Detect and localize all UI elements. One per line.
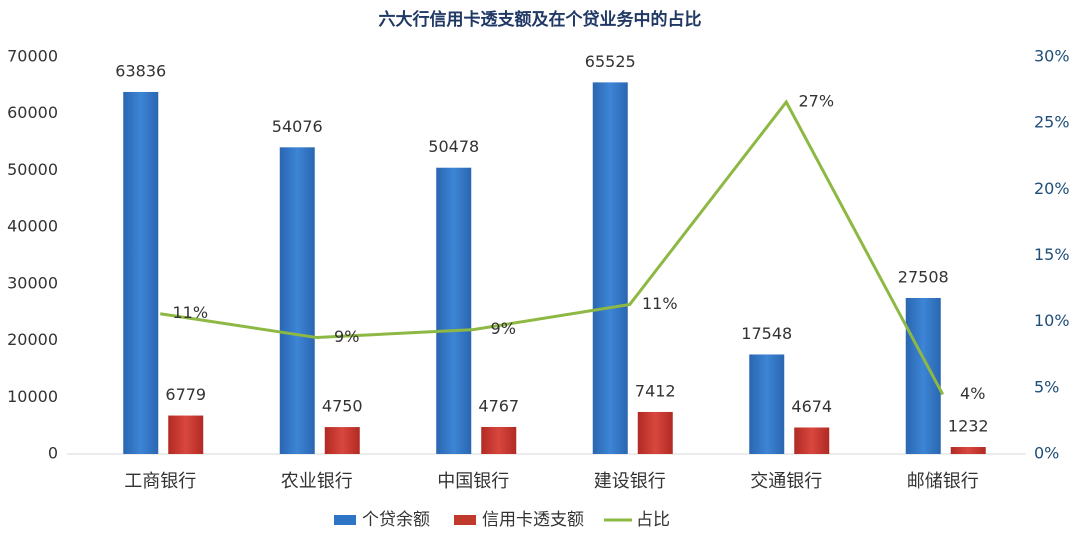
value-label: 11% [172,303,208,322]
value-label: 9% [491,319,516,338]
chart-title: 六大行信用卡透支额及在个贷业务中的占比 [379,9,702,30]
bar [436,167,472,454]
value-label: 9% [334,327,359,346]
value-label: 27508 [898,267,949,286]
x-tick-label: 建设银行 [594,471,666,492]
y2-tick-label: 30% [1034,47,1070,66]
bar [794,427,830,454]
y-tick-label: 50000 [7,160,58,179]
value-label: 4750 [322,397,363,416]
y2-tick-label: 25% [1034,113,1070,132]
value-label: 4674 [791,397,832,416]
bar [168,415,204,454]
value-label: 6779 [165,385,206,404]
y-tick-label: 10000 [7,387,58,406]
value-label: 11% [642,294,678,313]
value-label: 17548 [741,324,792,343]
y-tick-label: 70000 [7,47,58,66]
y-tick-label: 0 [48,444,58,463]
legend-swatch [454,515,476,525]
bar [749,354,785,454]
value-label: 4767 [478,396,519,415]
value-label: 27% [798,91,834,110]
y-tick-label: 20000 [7,330,58,349]
y2-tick-label: 0% [1034,444,1059,463]
value-label: 1232 [948,417,989,436]
x-tick-label: 邮储银行 [907,471,979,492]
y2-tick-label: 15% [1034,245,1070,264]
bar [592,82,628,455]
line [160,99,945,396]
y2-tick-label: 5% [1034,377,1059,396]
y2-tick-label: 10% [1034,311,1070,330]
legend-label: 信用卡透支额 [482,510,584,530]
y2-tick-label: 20% [1034,179,1070,198]
value-label: 50478 [428,137,479,156]
legend-label: 个贷余额 [362,510,430,530]
bar [279,147,315,454]
value-label: 54076 [272,117,323,136]
bar [905,297,941,454]
bar [123,91,159,455]
y-tick-label: 60000 [7,103,58,122]
x-tick-label: 工商银行 [124,471,196,492]
x-tick-label: 农业银行 [281,471,353,492]
bar [637,411,673,454]
legend-label: 占比 [636,510,670,530]
bar [950,447,986,454]
legend-swatch [334,515,356,525]
value-label: 4% [960,384,985,403]
value-label: 65525 [585,52,636,71]
value-label: 7412 [635,381,676,400]
bar [324,427,360,454]
y-tick-label: 30000 [7,273,58,292]
x-tick-label: 交通银行 [750,471,822,492]
bar [481,426,517,454]
x-tick-label: 中国银行 [437,471,509,492]
y-tick-label: 40000 [7,217,58,236]
value-label: 63836 [115,61,166,80]
